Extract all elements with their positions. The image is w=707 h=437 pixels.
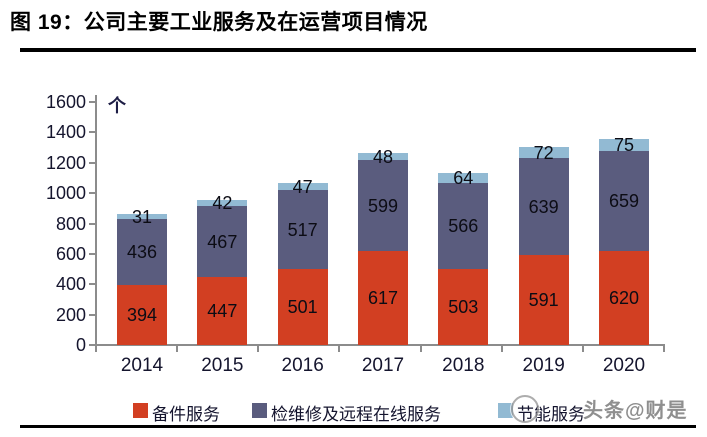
y-axis-tick-label: 800 xyxy=(55,213,86,234)
bar-value-label: 48 xyxy=(372,146,393,167)
bar-segment xyxy=(438,268,489,345)
bar-value-label: 72 xyxy=(533,142,554,163)
y-axis-tick xyxy=(89,161,95,164)
bar-segment xyxy=(598,150,649,251)
y-axis-tick-label: 200 xyxy=(55,304,86,325)
x-axis-line xyxy=(95,344,665,346)
y-axis-tick-label: 400 xyxy=(55,274,86,295)
bar-value-label: 47 xyxy=(292,176,313,197)
x-axis-tick-label: 2017 xyxy=(361,355,405,376)
y-axis-tick-label: 1000 xyxy=(45,183,86,204)
x-axis-tick-label: 2016 xyxy=(281,355,324,376)
y-axis-tick xyxy=(89,252,95,255)
title-divider xyxy=(20,48,696,52)
y-axis-tick xyxy=(89,192,95,195)
bar-value-label: 31 xyxy=(131,206,153,227)
legend-label: 备件服务 xyxy=(152,405,220,424)
bar-segment xyxy=(438,172,489,183)
legend-swatch-spare-parts-icon xyxy=(133,403,148,418)
bar-value-label: 64 xyxy=(453,167,474,188)
y-axis-tick-label: 1200 xyxy=(45,152,86,173)
x-axis-tick xyxy=(176,346,179,352)
bar-segment xyxy=(518,158,569,256)
legend-label: 节能服务 xyxy=(517,405,585,424)
figure-title: 图 19：公司主要工业服务及在运营项目情况 xyxy=(10,11,428,34)
y-axis-tick xyxy=(89,101,95,103)
y-axis-tick xyxy=(89,131,95,134)
bar-value-label: 447 xyxy=(207,301,238,322)
bottom-divider xyxy=(20,425,696,428)
y-axis-tick xyxy=(89,344,95,346)
bar-value-label: 501 xyxy=(287,296,318,317)
bar-value-label: 591 xyxy=(528,290,559,311)
y-axis-tick xyxy=(89,222,95,225)
x-axis-tick xyxy=(581,346,584,352)
y-axis-tick-label: 1400 xyxy=(45,122,86,143)
bar-segment xyxy=(197,206,248,278)
bar-segment xyxy=(518,255,569,345)
x-axis-tick-label: 2014 xyxy=(120,355,164,376)
bar-value-label: 394 xyxy=(126,305,158,326)
x-axis-tick-label: 2018 xyxy=(442,355,485,376)
bar-value-label: 42 xyxy=(212,192,233,213)
bar-segment xyxy=(117,218,167,286)
x-axis-tick xyxy=(338,346,341,352)
y-axis-tick xyxy=(89,283,95,286)
bar-segment xyxy=(357,251,408,345)
bar-segment xyxy=(117,285,167,345)
bar-value-label: 639 xyxy=(528,196,559,217)
legend-item-maintenance: 检维修及远程在线服务 xyxy=(252,398,462,424)
y-axis-tick-label: 600 xyxy=(55,243,86,264)
bar-segment xyxy=(197,277,248,345)
bar-segment xyxy=(357,153,408,161)
bar-value-label: 599 xyxy=(367,195,398,216)
legend-label: 检维修及远程在线服务 xyxy=(271,405,441,424)
y-axis-tick-label: 0 xyxy=(75,335,86,355)
bar-value-label: 75 xyxy=(613,135,634,156)
chart-legend: 备件服务 检维修及远程在线服务 节能服务 xyxy=(0,398,707,424)
legend-item-energy-saving: 节能服务 xyxy=(498,398,598,424)
bar-segment xyxy=(197,199,248,207)
x-axis-tick xyxy=(663,346,665,352)
bar-value-label: 566 xyxy=(448,215,479,236)
bar-value-label: 503 xyxy=(448,296,479,317)
x-axis-tick-label: 2020 xyxy=(602,355,646,376)
bar-segment xyxy=(598,139,649,151)
bar-value-label: 617 xyxy=(367,288,398,309)
bar-segment xyxy=(277,268,328,345)
y-axis-unit-label: 个 xyxy=(108,96,126,116)
legend-swatch-energy-saving-icon xyxy=(498,403,513,418)
bar-segment xyxy=(598,250,649,345)
bar-segment xyxy=(277,190,328,269)
legend-swatch-maintenance-icon xyxy=(252,403,267,418)
x-axis-tick xyxy=(95,346,97,352)
bar-segment xyxy=(357,160,408,252)
x-axis-tick-label: 2015 xyxy=(201,355,244,376)
x-axis-tick xyxy=(419,346,422,352)
bar-value-label: 517 xyxy=(287,219,318,240)
y-axis-tick-label: 1600 xyxy=(45,92,86,112)
bar-segment xyxy=(117,214,167,219)
x-axis-tick xyxy=(257,346,260,352)
bar-segment xyxy=(438,182,489,269)
bar-value-label: 620 xyxy=(608,287,639,308)
legend-item-spare-parts: 备件服务 xyxy=(133,398,233,424)
x-axis-tick-label: 2019 xyxy=(522,355,565,376)
bar-value-label: 436 xyxy=(126,242,158,263)
bar-segment xyxy=(277,183,328,191)
bar-segment xyxy=(518,147,569,159)
x-axis-tick xyxy=(500,346,503,352)
y-axis-line xyxy=(95,95,97,345)
bar-value-label: 467 xyxy=(207,231,238,252)
bar-value-label: 659 xyxy=(608,190,639,211)
y-axis-tick xyxy=(89,313,95,316)
